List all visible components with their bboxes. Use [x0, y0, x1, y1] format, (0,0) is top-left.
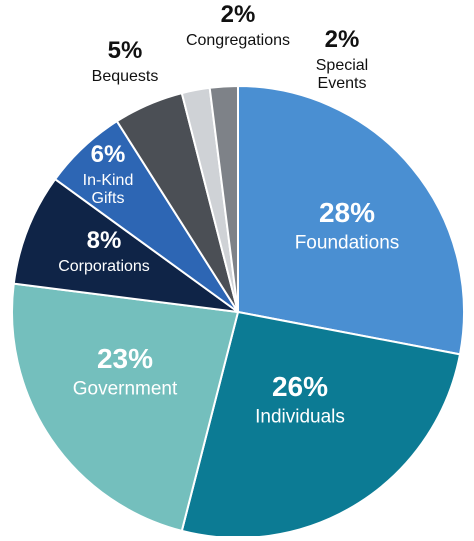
- pie-slice-special-events: [208, 84, 239, 313]
- slice-value-label-foundations: 28%: [319, 197, 375, 228]
- pie-slice-corporations: [12, 177, 239, 313]
- slice-category-label-individuals: Individuals: [255, 407, 345, 428]
- slice-value-label-corporations: 8%: [87, 227, 122, 254]
- pie-slice-government: [11, 282, 240, 533]
- slice-category-label-special-events-line-1: Special: [316, 57, 368, 74]
- slice-value-label-congregations: 2%: [221, 1, 256, 28]
- slice-category-label-bequests: Bequests: [92, 68, 159, 85]
- slice-value-label-individuals: 26%: [272, 371, 328, 402]
- slice-category-label-special-events-line-2: Events: [318, 75, 367, 92]
- slice-value-label-in-kind-gifts: 6%: [91, 141, 126, 168]
- slice-category-label-government: Government: [73, 379, 178, 400]
- slice-value-label-government: 23%: [97, 343, 153, 374]
- pie-slices: [11, 84, 465, 539]
- pie-labels: 28% Foundations 26% Individuals 23% Governmen…: [58, 1, 399, 428]
- slice-value-label-special-events: 2%: [325, 26, 360, 53]
- slice-category-label-congregations: Congregations: [186, 32, 290, 49]
- slice-category-label-foundations: Foundations: [295, 233, 400, 254]
- slice-category-label-in-kind-gifts-line-2: Gifts: [92, 190, 125, 207]
- pie-slice-foundations: [237, 84, 465, 356]
- slice-category-label-corporations: Corporations: [58, 258, 150, 275]
- slice-value-label-bequests: 5%: [108, 37, 143, 64]
- slice-category-label-in-kind-gifts-line-1: In-Kind: [83, 172, 134, 189]
